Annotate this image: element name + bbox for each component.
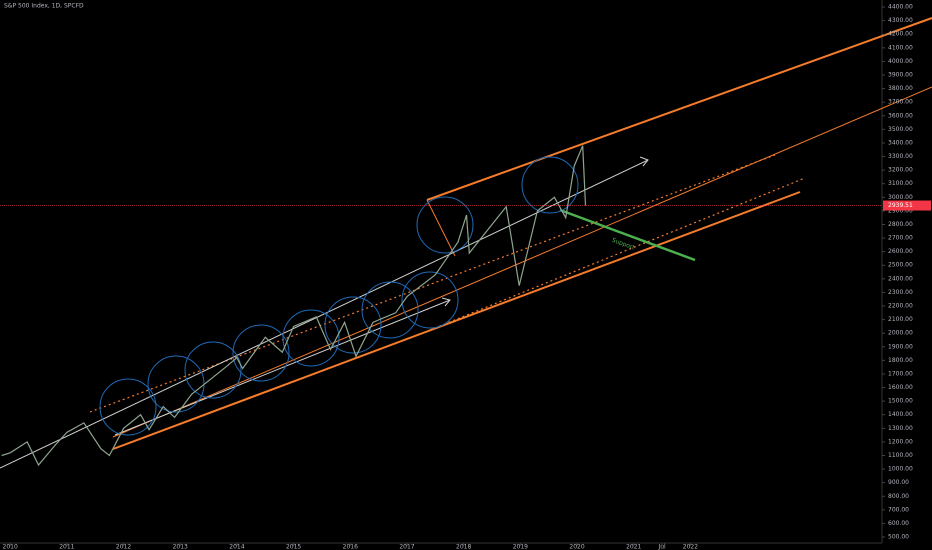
y-tick-label: 2900.00 <box>888 207 913 214</box>
x-tick-label: 2011 <box>59 544 74 550</box>
y-tick-label: 4100.00 <box>888 44 913 51</box>
price-line <box>1 145 587 467</box>
last-price-box <box>883 200 931 211</box>
x-tick-label: 2017 <box>399 544 414 550</box>
y-tick-label: 3500.00 <box>888 126 913 133</box>
y-tick-label: 1900.00 <box>888 343 913 350</box>
y-tick-label: 3800.00 <box>888 85 913 92</box>
y-tick-label: 3000.00 <box>888 194 913 201</box>
x-tick-label: 2010 <box>3 544 18 550</box>
y-tick-label: 500.00 <box>888 534 909 541</box>
y-tick-label: 2600.00 <box>888 248 913 255</box>
y-tick-label: 2700.00 <box>888 235 913 242</box>
arrow-head <box>639 156 649 167</box>
y-tick-label: 4400.00 <box>888 4 913 11</box>
y-tick-label: 3100.00 <box>888 180 913 187</box>
x-tick-label: 2012 <box>116 544 131 550</box>
y-tick-label: 1500.00 <box>888 398 913 405</box>
y-tick-label: 4000.00 <box>888 58 913 65</box>
y-tick-label: 2500.00 <box>888 262 913 269</box>
x-tick-label: 2021 <box>626 544 641 550</box>
y-tick-label: 3200.00 <box>888 167 913 174</box>
x-tick-label: 2016 <box>343 544 358 550</box>
y-tick-label: 1000.00 <box>888 466 913 473</box>
x-tick-label: 2019 <box>513 544 528 550</box>
circle <box>184 341 242 399</box>
last-price-label: 2939.51 <box>888 202 913 209</box>
y-tick-label: 4200.00 <box>888 31 913 38</box>
y-tick-label: 1300.00 <box>888 425 913 432</box>
x-tick-label: 2018 <box>456 544 471 550</box>
y-tick-label: 900.00 <box>888 479 909 486</box>
arrow-head <box>441 297 451 307</box>
circle <box>401 271 459 329</box>
x-tick-label: 2013 <box>173 544 188 550</box>
y-tick-label: 1100.00 <box>888 452 913 459</box>
y-tick-label: 3700.00 <box>888 99 913 106</box>
x-tick-label: 2022 <box>683 544 698 550</box>
y-tick-label: 1200.00 <box>888 438 913 445</box>
trend-arrow <box>114 299 451 436</box>
pitchfork-handle <box>426 199 456 257</box>
circle <box>99 378 157 436</box>
y-tick-label: 1600.00 <box>888 384 913 391</box>
x-tick-label: 2014 <box>229 544 244 550</box>
y-tick-label: 1400.00 <box>888 411 913 418</box>
y-tick-label: 2000.00 <box>888 330 913 337</box>
circle <box>416 196 474 254</box>
y-tick-label: 700.00 <box>888 506 909 513</box>
channel-upper <box>426 17 932 201</box>
y-tick-label: 600.00 <box>888 520 909 527</box>
y-tick-label: 2300.00 <box>888 289 913 296</box>
circle <box>282 309 340 367</box>
channel-dotted <box>89 154 776 413</box>
y-tick-label: 2400.00 <box>888 275 913 282</box>
chart-title: S&P 500 Index, 1D, SPCFD <box>4 3 84 10</box>
x-tick-label: 2020 <box>569 544 584 550</box>
x-tick-label: Jul <box>657 544 666 550</box>
circle <box>521 156 579 214</box>
y-tick-label: 3600.00 <box>888 112 913 119</box>
circle <box>324 296 382 354</box>
x-tick-label: 2015 <box>286 544 301 550</box>
y-tick-label: 4300.00 <box>888 17 913 24</box>
y-tick-label: 3400.00 <box>888 139 913 146</box>
y-tick-label: 3900.00 <box>888 72 913 79</box>
y-tick-label: 3300.00 <box>888 153 913 160</box>
y-tick-label: 2200.00 <box>888 303 913 310</box>
support-line <box>559 208 696 262</box>
y-tick-label: 800.00 <box>888 493 909 500</box>
y-tick-label: 2100.00 <box>888 316 913 323</box>
channel-lower <box>112 191 801 450</box>
y-tick-label: 1800.00 <box>888 357 913 364</box>
drawings <box>0 17 932 469</box>
y-tick-label: 2800.00 <box>888 221 913 228</box>
circle <box>361 281 419 339</box>
y-tick-label: 1700.00 <box>888 370 913 377</box>
circle <box>232 324 290 382</box>
